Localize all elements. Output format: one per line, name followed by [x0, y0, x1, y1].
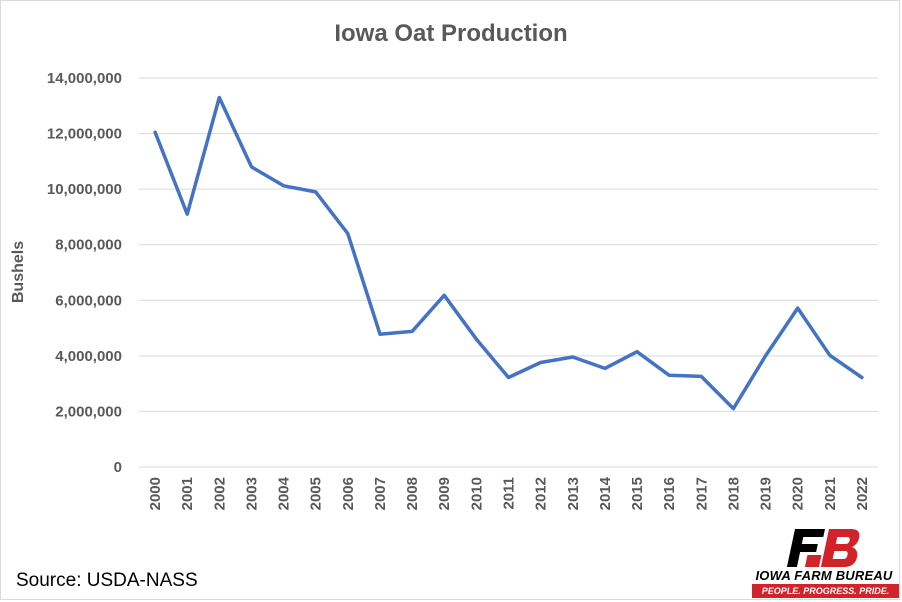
- y-tick-label: 0: [114, 459, 122, 476]
- x-tick-label: 2020: [790, 477, 807, 510]
- x-tick-label: 2015: [629, 477, 646, 510]
- series-line: [153, 95, 864, 411]
- x-tick-label: 2021: [822, 477, 839, 510]
- fb-logo-icon: [786, 529, 860, 567]
- y-tick-label: 10,000,000: [47, 181, 122, 198]
- x-tick-label: 2005: [308, 477, 325, 510]
- x-tick-label: 2003: [243, 477, 260, 510]
- x-tick-label: 2012: [533, 477, 550, 510]
- source-note: Source: USDA-NASS: [16, 570, 198, 591]
- x-tick-label: 2001: [179, 477, 196, 510]
- y-tick-label: 6,000,000: [55, 292, 122, 309]
- series-group: [153, 95, 864, 411]
- gridlines: [139, 77, 878, 468]
- x-tick-label: 2018: [725, 477, 742, 510]
- x-tick-label: 2016: [661, 477, 678, 510]
- y-tick-label: 12,000,000: [47, 126, 122, 143]
- x-tick-label: 2007: [372, 477, 389, 510]
- logo-tagline: PEOPLE. PROGRESS. PRIDE.: [752, 584, 899, 598]
- x-tick-label: 2017: [693, 477, 710, 510]
- y-tick-label: 8,000,000: [55, 237, 122, 254]
- x-tick-label: 2019: [758, 477, 775, 510]
- y-axis-ticks: 0 2,000,000 4,000,000 6,000,000 8,000,000 10,…: [47, 70, 122, 476]
- x-tick-label: 2011: [501, 477, 518, 510]
- iowa-farm-bureau-logo: IOWA FARM BUREAU PEOPLE. PROGRESS. PRIDE…: [749, 527, 899, 599]
- x-tick-label: 2000: [147, 477, 164, 510]
- x-tick-label: 2013: [565, 477, 582, 510]
- x-tick-label: 2008: [404, 477, 421, 510]
- x-tick-label: 2010: [468, 477, 485, 510]
- chart-title: Iowa Oat Production: [334, 20, 568, 47]
- y-tick-label: 2,000,000: [55, 403, 122, 420]
- y-tick-label: 4,000,000: [55, 348, 122, 365]
- x-tick-label: 2009: [436, 477, 453, 510]
- x-tick-label: 2014: [597, 476, 614, 510]
- y-tick-label: 14,000,000: [47, 70, 122, 87]
- x-tick-label: 2004: [276, 476, 293, 510]
- x-axis-ticks: 2000 2001 2002 2003 2004 2005 2006 2007 2008 2009…: [147, 476, 871, 510]
- x-tick-label: 2022: [854, 477, 871, 510]
- x-tick-label: 2002: [211, 477, 228, 510]
- x-tick-label: 2006: [340, 477, 357, 510]
- logo-name: IOWA FARM BUREAU: [755, 568, 893, 583]
- y-axis-label: Bushels: [10, 241, 27, 303]
